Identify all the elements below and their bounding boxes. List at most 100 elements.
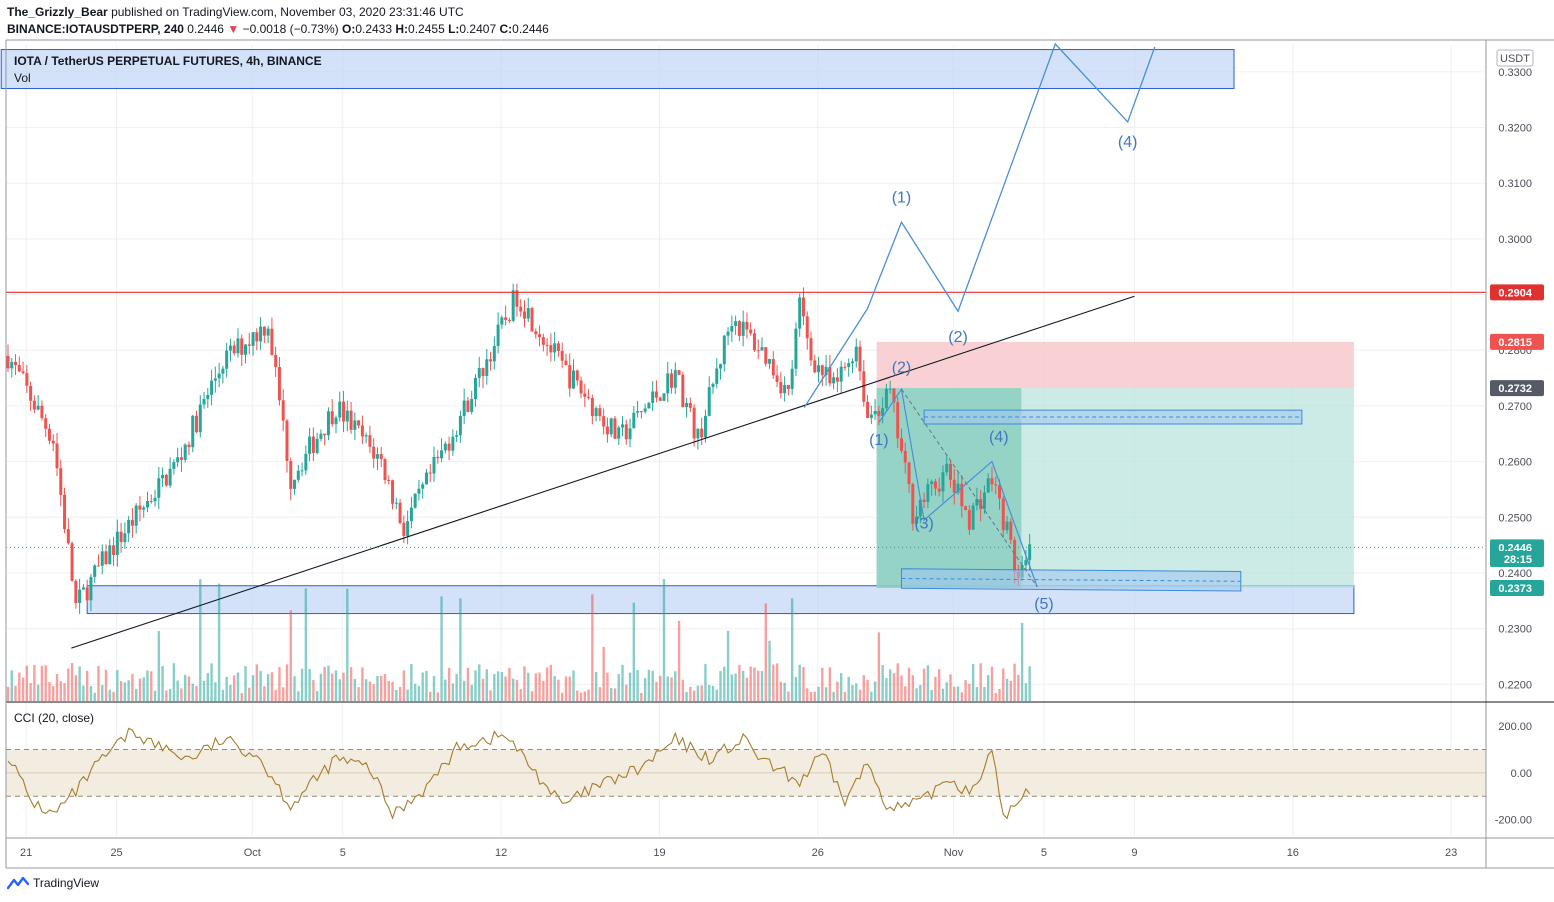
price-badge-timer: 28:15 bbox=[1490, 551, 1544, 568]
candle-body bbox=[232, 345, 236, 354]
volume-bar bbox=[504, 676, 507, 701]
volume-bar bbox=[142, 677, 145, 701]
candle-body bbox=[549, 345, 553, 353]
volume-bar bbox=[206, 673, 210, 701]
candle-body bbox=[986, 478, 990, 493]
candle-body bbox=[353, 420, 357, 430]
volume-bar bbox=[33, 664, 36, 701]
candle-body bbox=[896, 402, 900, 439]
candle-body bbox=[817, 365, 821, 373]
volume-bar bbox=[440, 596, 443, 701]
volume-bar bbox=[670, 677, 673, 701]
volume-bar bbox=[968, 683, 971, 701]
volume-bar bbox=[36, 684, 40, 701]
candle-body bbox=[707, 387, 711, 416]
candle-body bbox=[504, 317, 508, 320]
volume-bar bbox=[568, 676, 571, 701]
candle-body bbox=[685, 403, 689, 408]
volume-bar bbox=[266, 674, 270, 701]
candle-body bbox=[10, 361, 14, 369]
volume-bar bbox=[696, 685, 700, 701]
volume-bar bbox=[655, 681, 658, 701]
symbol-label[interactable]: BINANCE:IOTAUSDTPERP, 240 bbox=[7, 22, 184, 36]
volume-bar bbox=[779, 681, 783, 701]
volume-bar bbox=[715, 689, 718, 701]
tradingview-footer[interactable]: TradingView bbox=[7, 876, 99, 890]
volume-bar bbox=[493, 674, 496, 701]
candle-body bbox=[398, 502, 402, 523]
chart-title: IOTA / TetherUS PERPETUAL FUTURES, 4h, B… bbox=[14, 54, 322, 68]
volume-bar bbox=[361, 667, 364, 701]
candle-body bbox=[191, 415, 195, 448]
candle-body bbox=[941, 472, 945, 492]
volume-bar bbox=[168, 688, 172, 701]
volume-bar bbox=[485, 669, 488, 701]
candle-body bbox=[930, 481, 934, 485]
volume-bar bbox=[391, 681, 394, 701]
volume-bar bbox=[150, 671, 153, 701]
candle-body bbox=[869, 414, 873, 418]
volume-bar bbox=[617, 674, 620, 701]
candle-body bbox=[168, 468, 172, 486]
candle-body bbox=[51, 440, 55, 444]
volume-bar bbox=[108, 689, 111, 701]
candle-body bbox=[477, 368, 481, 378]
volume-bar bbox=[131, 674, 134, 701]
wave-label: (3) bbox=[914, 515, 934, 532]
candle-body bbox=[500, 317, 504, 325]
candle-body bbox=[590, 397, 594, 417]
price-badge-bg bbox=[1490, 380, 1544, 397]
volume-bar bbox=[285, 664, 289, 701]
volume-bar bbox=[704, 664, 707, 701]
candle-body bbox=[40, 405, 44, 419]
volume-bar bbox=[319, 673, 323, 701]
candle-body bbox=[858, 346, 862, 372]
volume-bar bbox=[478, 664, 481, 701]
volume-bar bbox=[937, 669, 941, 701]
price-badge-target: 0.2373 bbox=[1490, 579, 1544, 596]
candle-body bbox=[847, 363, 851, 367]
candle-body bbox=[538, 334, 542, 338]
published-text: published on TradingView.com, November 0… bbox=[111, 5, 464, 19]
candle-body bbox=[424, 472, 428, 485]
volume-bar bbox=[97, 665, 100, 701]
candle-body bbox=[662, 393, 666, 401]
price-badge-text: 0.2373 bbox=[1498, 583, 1532, 595]
price-badge-bg bbox=[1490, 551, 1544, 568]
volume-bar bbox=[911, 675, 914, 701]
volume-bar bbox=[749, 666, 752, 701]
cci-tick-label: 200.00 bbox=[1498, 721, 1532, 733]
price-tick-label: 0.2300 bbox=[1498, 624, 1532, 636]
candle-body bbox=[326, 411, 330, 436]
candle-body bbox=[255, 332, 259, 342]
volume-bar bbox=[534, 673, 537, 701]
price-tick-label: 0.2600 bbox=[1498, 457, 1532, 469]
candle-body bbox=[873, 411, 877, 415]
price-tick-label: 0.3100 bbox=[1498, 178, 1532, 190]
close-label: C: bbox=[499, 22, 513, 36]
wave-label: (2) bbox=[948, 329, 968, 346]
volume-bar bbox=[824, 687, 828, 701]
volume-bar bbox=[315, 691, 319, 701]
candle-body bbox=[21, 371, 25, 374]
volume-bar bbox=[217, 583, 221, 701]
candle-body bbox=[907, 462, 911, 485]
volume-bar bbox=[496, 671, 500, 701]
candle-body bbox=[737, 321, 741, 336]
candle-body bbox=[892, 388, 896, 403]
candle-body bbox=[330, 411, 334, 425]
candle-body bbox=[308, 436, 312, 454]
candle-body bbox=[681, 374, 685, 408]
volume-legend-label: Vol bbox=[14, 71, 31, 85]
candle-body bbox=[1028, 544, 1032, 561]
author-name[interactable]: The_Grizzly_Bear bbox=[7, 5, 108, 19]
volume-bar bbox=[89, 685, 93, 701]
price-badge-text: 0.2732 bbox=[1498, 383, 1532, 395]
candle-body bbox=[881, 408, 885, 416]
volume-bar bbox=[55, 673, 59, 701]
volume-bar bbox=[870, 691, 873, 701]
candle-body bbox=[251, 332, 255, 346]
decline-guide-line bbox=[901, 388, 1038, 588]
volume-bar bbox=[640, 692, 643, 701]
